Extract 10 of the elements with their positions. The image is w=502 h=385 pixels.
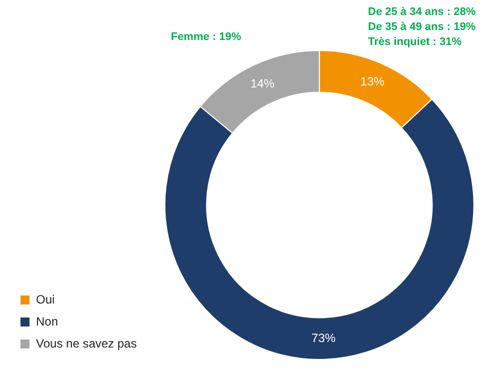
- legend-label: Vous ne savez pas: [36, 336, 137, 350]
- legend-label: Oui: [36, 292, 55, 306]
- text: De 25 à 34 ans : 28%: [368, 6, 476, 18]
- data-label: 73%: [312, 330, 336, 345]
- text: Femme : 19%: [170, 31, 242, 44]
- legend-label: Non: [36, 314, 58, 328]
- data-label: 13%: [360, 74, 385, 89]
- text: Très inquiet : 31%: [368, 36, 462, 48]
- data-label: 14%: [250, 76, 275, 90]
- text: De 35 à 49 ans : 19%: [368, 21, 476, 34]
